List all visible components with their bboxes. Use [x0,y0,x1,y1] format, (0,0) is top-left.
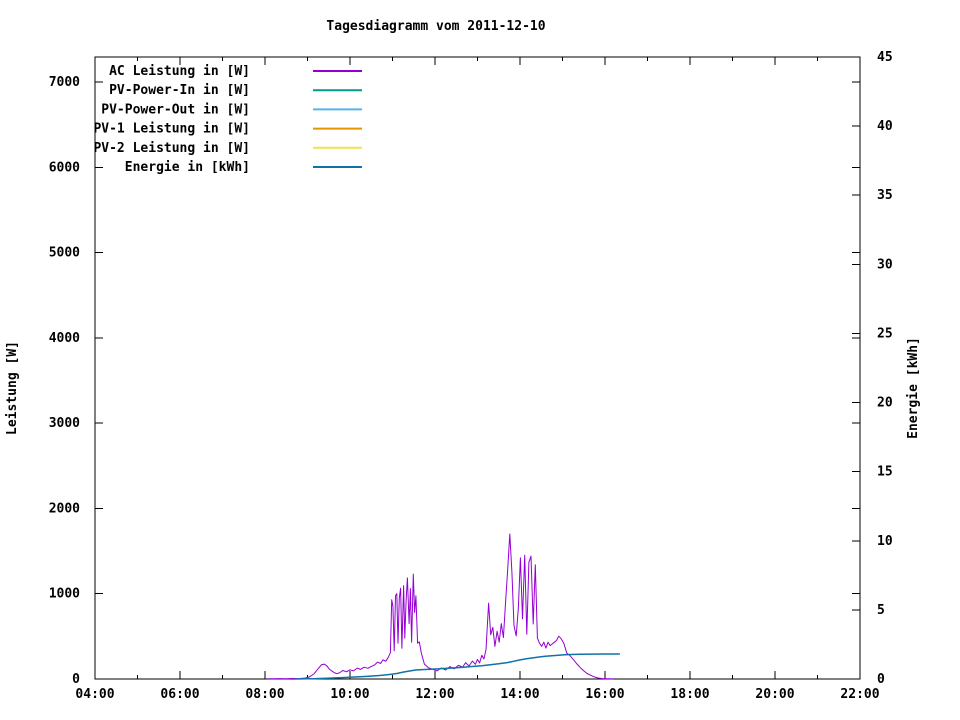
y-left-tick-label: 7000 [49,75,80,90]
legend-label: Energie in [kWh] [125,160,250,175]
x-tick-label: 20:00 [755,687,794,702]
legend-label: PV-Power-Out in [W] [101,102,250,117]
y-left-tick-label: 6000 [49,160,80,175]
y-left-tick-label: 2000 [49,501,80,516]
legend-label: PV-Power-In in [W] [109,83,250,98]
y-right-tick-label: 30 [877,257,893,272]
legend-label: AC Leistung in [W] [109,64,250,79]
x-tick-label: 16:00 [585,687,624,702]
y-right-tick-label: 15 [877,465,893,480]
right-axis-title: Energie [kWh] [906,337,921,439]
x-tick-label: 22:00 [840,687,879,702]
legend-label: PV-2 Leistung in [W] [93,141,250,156]
y-right-tick-label: 35 [877,188,893,203]
y-left-tick-label: 1000 [49,587,80,602]
y-right-tick-label: 5 [877,603,885,618]
y-left-tick-label: 0 [72,672,80,687]
y-left-tick-label: 4000 [49,331,80,346]
series-line [267,533,614,680]
x-tick-label: 04:00 [75,687,114,702]
y-right-tick-label: 10 [877,534,893,549]
y-right-tick-label: 25 [877,326,893,341]
y-left-tick-label: 5000 [49,246,80,261]
x-tick-label: 06:00 [160,687,199,702]
x-tick-label: 12:00 [415,687,454,702]
x-tick-label: 14:00 [500,687,539,702]
y-right-tick-label: 40 [877,119,893,134]
y-left-tick-label: 3000 [49,416,80,431]
y-right-tick-label: 20 [877,396,893,411]
chart-title: Tagesdiagramm vom 2011-12-10 [326,19,545,34]
left-axis-title: Leistung [W] [5,341,20,435]
legend-label: PV-1 Leistung in [W] [93,122,250,137]
series-line [294,653,620,680]
x-tick-label: 18:00 [670,687,709,702]
x-tick-label: 10:00 [330,687,369,702]
y-right-tick-label: 0 [877,672,885,687]
x-tick-label: 08:00 [245,687,284,702]
y-right-tick-label: 45 [877,50,893,65]
